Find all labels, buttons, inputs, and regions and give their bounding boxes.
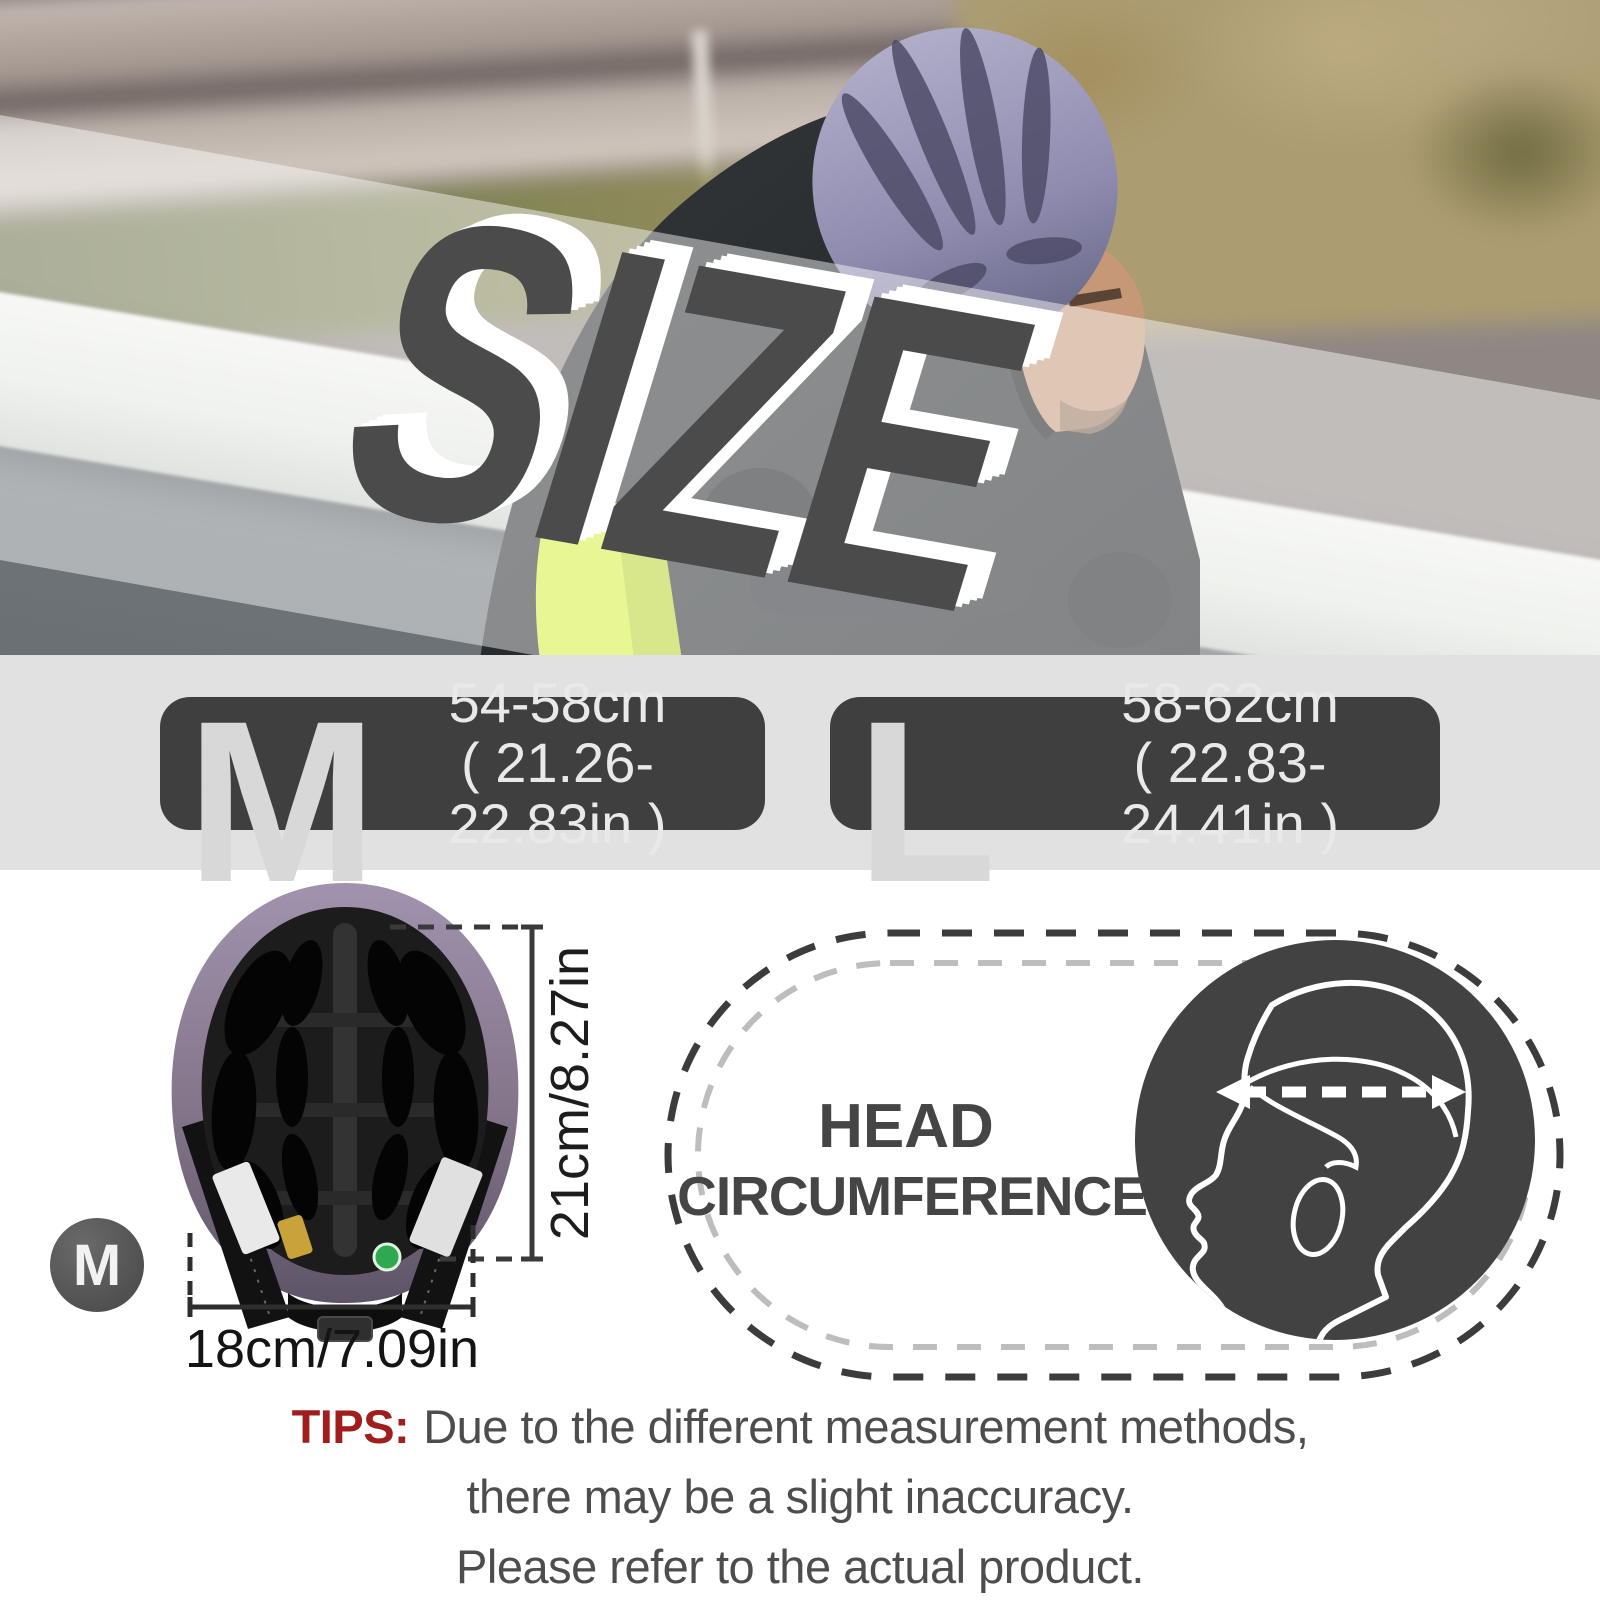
size-m-circle-badge: M — [50, 1218, 144, 1312]
glove-left — [702, 468, 818, 572]
measure-arrow-icon — [1216, 1075, 1466, 1109]
head-pill-outer — [664, 929, 1564, 1381]
page-title: SIZE — [295, 125, 1075, 701]
head-circle — [1135, 940, 1535, 1340]
head-ear — [1290, 1176, 1346, 1258]
tips-line-1: TIPS: Due to the different measurement me… — [0, 1392, 1600, 1462]
size-m-range-in: ( 21.26-22.83in ) — [448, 731, 667, 855]
glove-right — [1068, 552, 1172, 648]
cyclist-illustration — [480, 27, 1200, 660]
head-profile-icon — [1186, 979, 1472, 1340]
head-circumference-label-1: HEAD — [818, 1092, 994, 1161]
tips-line-3: Please refer to the actual product. — [456, 1540, 1144, 1593]
size-letter-m: M — [186, 673, 378, 930]
height-dimension-line — [390, 924, 543, 1262]
tips-text-1: Due to the different measurement methods… — [423, 1400, 1309, 1453]
width-dimension-label: 18cm/7.09in — [185, 1319, 479, 1379]
cyclist-brow — [1068, 288, 1122, 307]
width-dimension-line — [187, 1225, 476, 1317]
size-badge-l: L 58-62cm ( 22.83-24.41in ) — [830, 672, 1440, 917]
tips-label: TIPS: — [291, 1400, 410, 1453]
tips-note: TIPS: Due to the different measurement me… — [0, 1392, 1600, 1600]
cyclist-photo — [0, 0, 1600, 660]
head-circumference-label-2: CIRCUMFERENCE — [677, 1165, 1147, 1227]
helmet-stickers — [212, 1157, 483, 1272]
tips-line-2: there may be a slight inaccuracy. — [466, 1470, 1134, 1523]
cyclist-beard — [1060, 398, 1128, 434]
size-m-range-cm: 54-58cm — [448, 670, 667, 734]
height-dimension-label: 21cm/8.27in — [540, 946, 600, 1240]
head-circumference-diagram: HEAD CIRCUMFERENCE — [664, 929, 1564, 1381]
helmet-vents — [841, 28, 1083, 307]
handlebar-blur — [750, 556, 1030, 614]
size-letter-l: L — [856, 673, 997, 930]
size-m-circle-letter: M — [72, 1232, 122, 1298]
neon-sleeve-shade — [616, 512, 682, 660]
size-l-range-in: ( 22.83-24.41in ) — [1121, 731, 1339, 855]
size-l-range-cm: 58-62cm — [1121, 670, 1339, 734]
helmet-dimension-diagram: 21cm/8.27in 18cm/7.09in — [171, 883, 600, 1379]
head-hairline — [1244, 1056, 1459, 1171]
helmet-chin-strap — [1006, 346, 1055, 441]
size-badge-m: M 54-58cm ( 21.26-22.83in ) — [160, 672, 765, 917]
